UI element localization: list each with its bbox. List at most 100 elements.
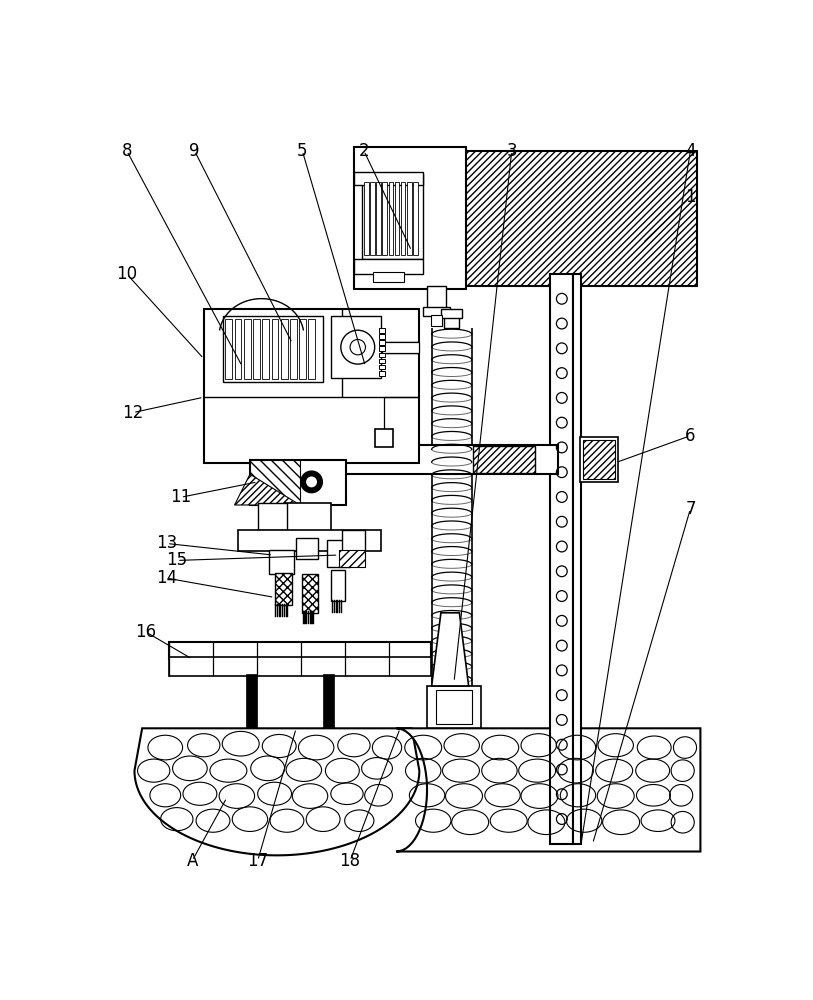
- Bar: [334, 600, 336, 613]
- Polygon shape: [250, 460, 300, 505]
- Text: 9: 9: [189, 142, 200, 160]
- Bar: [253, 319, 260, 379]
- Bar: [583, 440, 615, 479]
- Circle shape: [301, 471, 322, 493]
- Bar: [246, 674, 257, 728]
- Bar: [275, 604, 276, 617]
- Text: 14: 14: [156, 569, 177, 587]
- Text: 7: 7: [685, 500, 696, 518]
- Bar: [296, 538, 318, 559]
- Bar: [382, 342, 420, 353]
- Bar: [401, 182, 406, 255]
- Bar: [223, 316, 323, 382]
- Bar: [379, 371, 385, 376]
- Bar: [444, 316, 459, 328]
- Polygon shape: [134, 728, 420, 855]
- Circle shape: [306, 476, 318, 488]
- Bar: [407, 182, 411, 255]
- Text: 13: 13: [156, 534, 177, 552]
- Bar: [225, 319, 233, 379]
- Bar: [427, 686, 481, 728]
- Bar: [389, 182, 393, 255]
- Bar: [379, 334, 385, 339]
- Bar: [269, 550, 293, 574]
- Bar: [379, 365, 385, 369]
- Bar: [332, 600, 333, 613]
- Bar: [431, 315, 442, 326]
- Bar: [395, 182, 399, 255]
- Text: 8: 8: [121, 142, 132, 160]
- Text: 11: 11: [170, 488, 191, 506]
- Bar: [379, 328, 385, 333]
- Bar: [308, 319, 315, 379]
- Bar: [375, 429, 393, 447]
- Bar: [244, 319, 250, 379]
- Bar: [362, 174, 424, 259]
- Bar: [238, 530, 380, 551]
- Bar: [580, 437, 618, 482]
- Bar: [277, 604, 278, 617]
- Bar: [342, 530, 366, 551]
- Bar: [263, 319, 269, 379]
- Text: 1: 1: [685, 188, 696, 206]
- Text: 5: 5: [297, 142, 307, 160]
- Bar: [323, 674, 334, 728]
- Bar: [302, 574, 318, 613]
- Bar: [338, 550, 366, 567]
- Text: 2: 2: [359, 142, 369, 160]
- Bar: [299, 319, 307, 379]
- Bar: [441, 309, 463, 318]
- Bar: [382, 182, 387, 255]
- Bar: [354, 172, 424, 185]
- Bar: [258, 503, 287, 530]
- Bar: [354, 259, 424, 274]
- Bar: [286, 604, 288, 617]
- Bar: [376, 182, 380, 255]
- Bar: [341, 600, 342, 613]
- Bar: [272, 319, 278, 379]
- Bar: [327, 540, 350, 567]
- Bar: [312, 611, 314, 624]
- Text: 10: 10: [116, 265, 137, 283]
- Bar: [285, 503, 331, 540]
- Text: 18: 18: [340, 852, 361, 870]
- Bar: [373, 272, 404, 282]
- Bar: [279, 604, 280, 617]
- Text: 17: 17: [247, 852, 268, 870]
- Polygon shape: [396, 728, 701, 852]
- Bar: [280, 319, 288, 379]
- Text: 6: 6: [685, 427, 696, 445]
- Bar: [424, 307, 450, 316]
- Bar: [331, 570, 345, 601]
- Bar: [284, 604, 285, 617]
- Polygon shape: [235, 474, 300, 505]
- Bar: [169, 657, 431, 676]
- Text: A: A: [186, 852, 198, 870]
- Bar: [462, 151, 697, 286]
- Bar: [379, 346, 385, 351]
- Bar: [265, 445, 558, 474]
- Bar: [550, 274, 573, 844]
- Bar: [573, 274, 581, 844]
- Bar: [275, 573, 292, 605]
- Polygon shape: [432, 613, 468, 686]
- Bar: [310, 611, 311, 624]
- Text: 16: 16: [136, 623, 157, 641]
- Bar: [303, 611, 305, 624]
- Bar: [290, 319, 297, 379]
- Bar: [281, 604, 283, 617]
- Bar: [250, 460, 346, 505]
- Bar: [427, 286, 446, 309]
- Text: 12: 12: [122, 404, 144, 422]
- Bar: [235, 319, 241, 379]
- Text: 15: 15: [166, 551, 187, 569]
- Bar: [338, 600, 340, 613]
- Bar: [379, 353, 385, 357]
- Text: 4: 4: [685, 142, 696, 160]
- Bar: [413, 182, 418, 255]
- Bar: [437, 690, 472, 724]
- Bar: [331, 316, 380, 378]
- Bar: [307, 611, 309, 624]
- Bar: [379, 359, 385, 363]
- Bar: [379, 340, 385, 345]
